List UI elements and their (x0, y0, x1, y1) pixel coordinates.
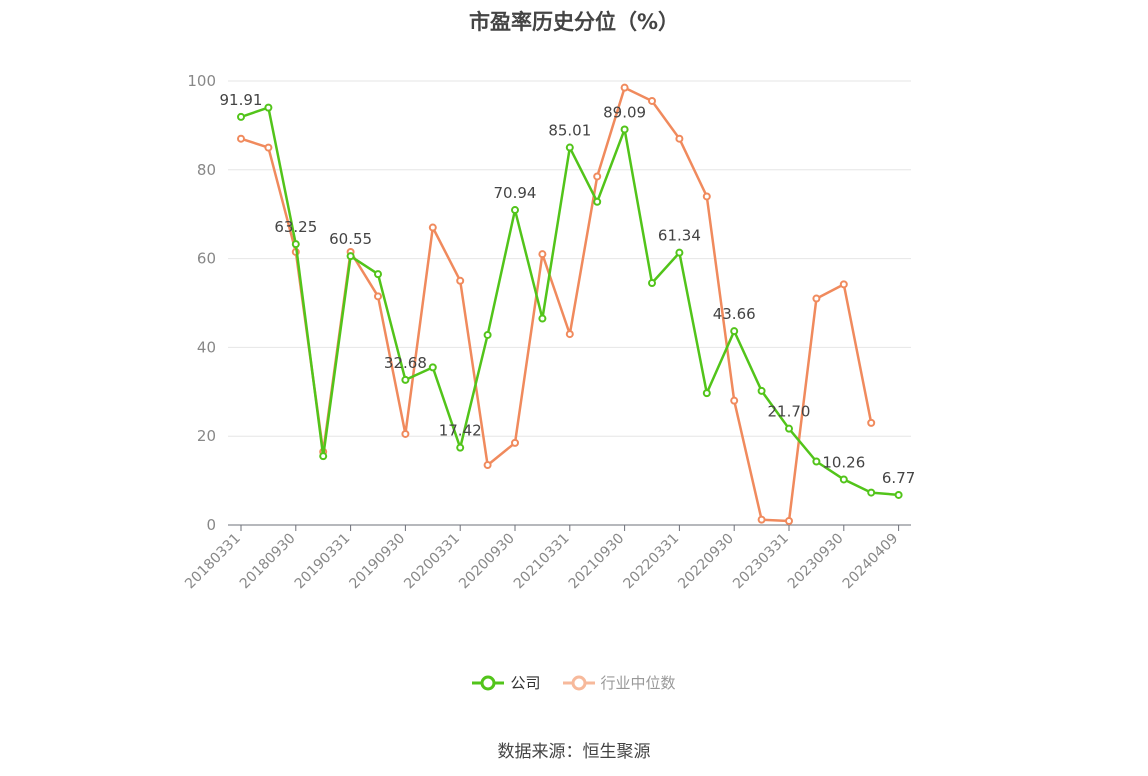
grid-lines (228, 80, 911, 437)
data-label-20200331: 17.42 (439, 422, 482, 440)
series-0-point-20191231 (428, 363, 437, 372)
chart-title: 市盈率历史分位（%） (468, 10, 680, 34)
x-tick-label-20190930: 20190930 (347, 531, 409, 593)
legend-label-industry-median: 行业中位数 (600, 674, 676, 692)
x-tick-label-20180331: 20180331 (182, 531, 244, 593)
series-0-point-20230930 (839, 475, 848, 484)
x-tick-label-20210930: 20210930 (566, 531, 628, 593)
data-source: 数据来源：恒生聚源 (497, 742, 651, 762)
y-tick-label-20: 20 (197, 427, 216, 445)
data-label-20230930: 10.26 (822, 453, 865, 471)
series-line-1 (240, 86, 873, 523)
x-tick-label-20190331: 20190331 (292, 531, 354, 593)
y-tick-label-80: 80 (197, 161, 216, 179)
x-tick-label-20220930: 20220930 (675, 531, 737, 593)
series-0-point-20211231 (648, 279, 656, 288)
series-1-point-20180331 (237, 134, 245, 143)
y-tick-label-0: 0 (206, 516, 216, 534)
y-tick-label-60: 60 (197, 250, 216, 268)
data-label-20220930: 43.66 (713, 305, 756, 323)
series-1-point-20190930 (401, 429, 410, 438)
series-0-point-20190331 (346, 252, 355, 261)
legend-marker-industry-icon (562, 675, 595, 690)
series-1-point-20231231 (867, 418, 876, 427)
series-1-point-20180630 (264, 143, 273, 152)
series-0-point-20180930 (291, 240, 300, 249)
data-label-20180930: 63.25 (274, 218, 317, 236)
series-1-point-20210630 (593, 172, 602, 181)
series-1-point-20191231 (428, 223, 437, 232)
series-0-point-20190630 (374, 270, 382, 279)
series-0-point-20221231 (757, 386, 766, 395)
series-1-point-20210331 (565, 330, 574, 339)
series-0-point-20190930 (401, 375, 410, 384)
series-1-point-20230930 (839, 280, 848, 289)
x-tick-label-20230930: 20230930 (785, 531, 847, 593)
x-tick-label-20230331: 20230331 (730, 531, 792, 593)
data-label-20210331: 85.01 (548, 122, 591, 140)
legend-item-industry-median[interactable]: 行业中位数 (562, 672, 676, 693)
x-tick-label-20200930: 20200930 (456, 531, 518, 593)
x-tick-label-20220331: 20220331 (621, 531, 683, 593)
axes: 0 20 40 60 80 100 2018033120180930201903312019… (182, 72, 911, 592)
series-0-point-20210331 (565, 143, 574, 152)
series-0-point-20180630 (264, 103, 273, 112)
x-tick-label-20180930: 20180930 (237, 531, 299, 593)
series-0-point-20210930 (620, 125, 629, 134)
series-0-point-20230331 (785, 424, 793, 433)
series-1-point-20200331 (456, 276, 465, 285)
data-label-20200930: 70.94 (494, 184, 537, 202)
series-1-point-20211231 (648, 96, 656, 105)
series-0-point-20200930 (511, 206, 519, 215)
data-label-20230331: 21.70 (768, 403, 811, 421)
series-0-point-20200630 (483, 330, 492, 339)
data-label-20190930: 32.68 (384, 354, 427, 372)
data-label-20210930: 89.09 (603, 103, 646, 121)
data-labels: 91.91 63.25 60.55 32.68 17.42 70.94 85.01 89.09… (220, 91, 916, 487)
series-1-point-20210930 (620, 83, 629, 92)
pe-percentile-line-chart: 0 20 40 60 80 100 2018033120180930201903312019… (182, 72, 916, 592)
series-0-point-20201231 (538, 314, 547, 323)
x-tick-label-20240409: 20240409 (840, 531, 902, 593)
series-1-point-20201231 (538, 250, 547, 259)
series-0-point-20220331 (675, 248, 684, 257)
legend-item-company[interactable]: 公司 (472, 672, 541, 693)
series-0-point-20220930 (730, 327, 739, 336)
legend-marker-company-icon (472, 675, 505, 690)
series-0-point-20230630 (812, 457, 821, 466)
series-1-point-20220930 (730, 396, 739, 405)
y-tick-label-40: 40 (197, 338, 216, 356)
series-1-point-20220630 (702, 192, 711, 201)
series-1-point-20190630 (374, 292, 382, 301)
data-label-20190331: 60.55 (329, 230, 372, 248)
series-1-point-20200630 (483, 461, 492, 470)
data-label-20180331: 91.91 (220, 91, 263, 109)
legend: 公司 行业中位数 (0, 672, 1148, 693)
series-1-point-20230331 (785, 517, 793, 526)
series-0-point-20240409 (894, 490, 903, 499)
series-lines (237, 83, 903, 526)
x-tick-label-20200331: 20200331 (401, 531, 463, 593)
data-label-20220331: 61.34 (658, 227, 701, 245)
series-1-point-20220331 (675, 134, 684, 143)
series-0-point-20210630 (593, 197, 602, 206)
x-tick-label-20210331: 20210331 (511, 531, 573, 593)
series-0-point-20200331 (456, 443, 465, 452)
series-1-point-20221231 (757, 515, 766, 524)
legend-label-company: 公司 (510, 674, 541, 692)
y-tick-label-100: 100 (187, 72, 216, 90)
series-1-point-20230630 (812, 294, 821, 303)
series-0-point-20220630 (702, 389, 711, 398)
series-0-point-20181231 (319, 452, 328, 461)
series-0-point-20180331 (237, 112, 245, 121)
series-0-point-20231231 (867, 488, 876, 497)
data-label-20240409: 6.77 (882, 469, 915, 487)
series-1-point-20200930 (511, 438, 519, 447)
